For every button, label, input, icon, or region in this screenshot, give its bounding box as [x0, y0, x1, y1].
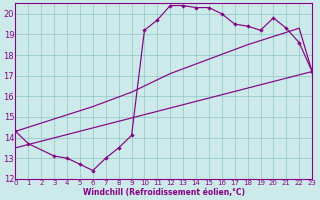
- X-axis label: Windchill (Refroidissement éolien,°C): Windchill (Refroidissement éolien,°C): [83, 188, 245, 197]
